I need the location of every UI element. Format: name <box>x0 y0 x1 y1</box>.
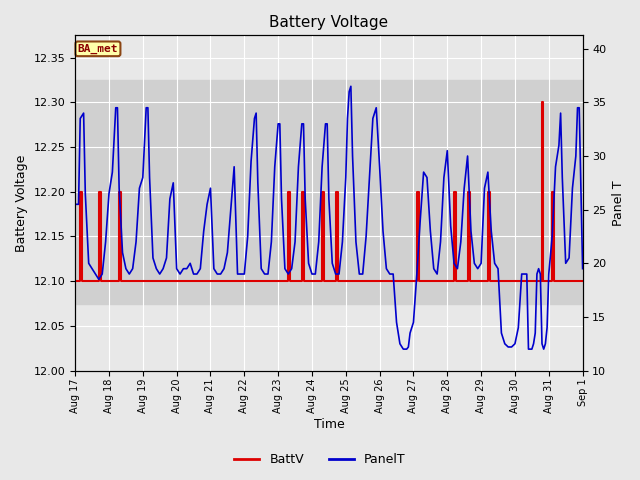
Bar <box>75 80 582 303</box>
Title: Battery Voltage: Battery Voltage <box>269 15 388 30</box>
Y-axis label: Panel T: Panel T <box>612 180 625 226</box>
Legend: BattV, PanelT: BattV, PanelT <box>229 448 411 471</box>
X-axis label: Time: Time <box>314 419 344 432</box>
Y-axis label: Battery Voltage: Battery Voltage <box>15 154 28 252</box>
Text: BA_met: BA_met <box>77 44 118 54</box>
